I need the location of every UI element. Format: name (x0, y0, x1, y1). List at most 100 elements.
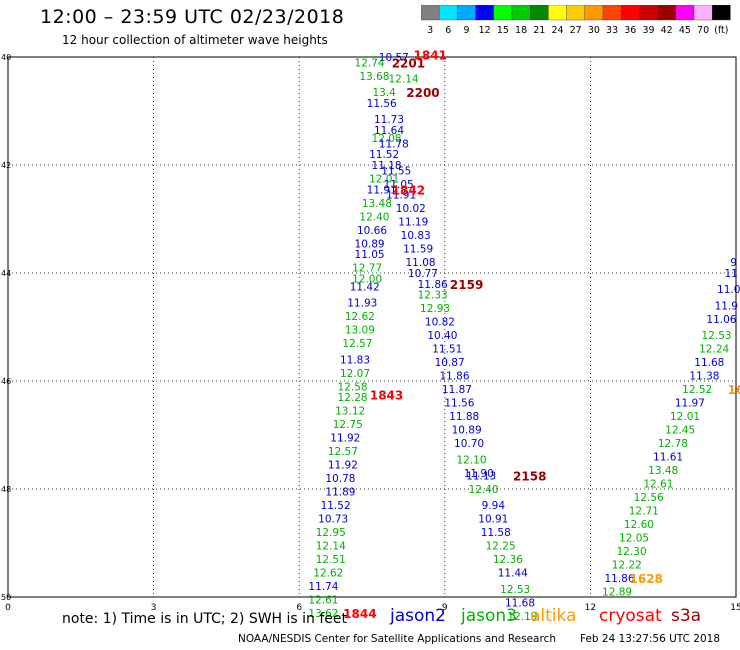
swh-reading: 11.68 (694, 357, 724, 369)
pass-time-label: 2159 (450, 278, 483, 292)
scale-label: 24 (551, 25, 563, 36)
legend-jason3: jason3 (461, 606, 517, 626)
swh-reading: 11.42 (350, 282, 380, 294)
swh-reading: 10.89 (452, 425, 482, 437)
swh-reading: 11.61 (653, 452, 683, 464)
swh-reading: 11.68 (505, 597, 535, 609)
swh-reading: 12.61 (308, 595, 338, 607)
scale-label: 45 (679, 25, 691, 36)
swh-reading: 12.57 (328, 446, 358, 458)
chart-title: 12:00 – 23:59 UTC 02/23/2018 (40, 6, 345, 28)
swh-reading: 12.40 (359, 211, 389, 223)
swh-reading: 11.86 (418, 279, 448, 291)
legend-jason2: jason2 (390, 606, 446, 626)
swh-reading: 11.86 (604, 573, 634, 585)
scale-swatch (712, 5, 731, 21)
swh-reading: 11.18 (372, 160, 402, 172)
swh-reading: 12.00 (352, 273, 382, 285)
swh-reading: 11.64 (374, 125, 404, 137)
swh-reading: 10.89 (355, 238, 385, 250)
swh-reading: 11.88 (449, 411, 479, 423)
y-tick-label: 50 (1, 593, 11, 602)
swh-reading: 13.09 (345, 325, 375, 337)
scale-label: 39 (642, 25, 654, 36)
scale-label: 30 (588, 25, 600, 36)
swh-reading: 12.56 (634, 492, 664, 504)
swh-reading: 10.83 (401, 230, 431, 242)
swh-reading: 12.28 (338, 392, 368, 404)
swh-reading: 10.87 (435, 357, 465, 369)
swh-reading: 12.62 (313, 568, 343, 580)
credit-line: NOAA/NESDIS Center for Satellite Applica… (238, 633, 556, 645)
swh-reading: 9 (730, 257, 737, 269)
scale-label: 6 (445, 25, 451, 36)
y-tick-label: 40 (1, 53, 11, 62)
legend-s3a: s3a (671, 606, 702, 626)
swh-reading: 12.93 (420, 303, 450, 315)
swh-reading: 11.56 (444, 398, 474, 410)
pass-time-label: 1844 (343, 607, 376, 621)
swh-reading: 11.56 (367, 98, 397, 110)
y-tick-label: 44 (1, 269, 11, 278)
swh-reading: 12.33 (418, 290, 448, 302)
swh-reading: 10.40 (427, 330, 457, 342)
swh-reading: 11.05 (384, 179, 414, 191)
scale-label: 18 (515, 25, 527, 36)
scale-label: 27 (570, 25, 582, 36)
swh-reading: 11.52 (369, 149, 399, 161)
swh-reading: 10.02 (396, 203, 426, 215)
swh-reading: 12.05 (619, 533, 649, 545)
x-tick-label: 12 (585, 603, 596, 613)
swh-reading: 11.92 (330, 433, 360, 445)
swh-reading: 11.51 (432, 344, 462, 356)
swh-reading: 12.77 (352, 263, 382, 275)
scale-label: 36 (624, 25, 636, 36)
swh-reading: 10.91 (478, 514, 508, 526)
color-scale-legend: 3 6 9 12 15 18 21 24 27 30 33 36 39 42 45 70 (ft) (421, 5, 731, 36)
swh-reading: 11.90 (464, 468, 494, 480)
swh-reading: 12.45 (665, 425, 695, 437)
swh-reading: 11.19 (398, 217, 428, 229)
swh-reading: 11.52 (321, 500, 351, 512)
swh-reading: 12.19 (507, 611, 537, 623)
swh-reading: 12.25 (486, 541, 516, 553)
swh-reading: 11.89 (325, 487, 355, 499)
swh-reading: 12.95 (316, 527, 346, 539)
swh-reading: 12.10 (456, 454, 486, 466)
swh-reading: 11.58 (481, 527, 511, 539)
swh-reading: 11.91 (386, 190, 416, 202)
swh-reading: 12.07 (340, 368, 370, 380)
swh-reading: 11.97 (675, 398, 705, 410)
swh-reading: 10.66 (357, 225, 387, 237)
swh-reading: 12.75 (333, 419, 363, 431)
swh-reading: 10.73 (318, 514, 348, 526)
swh-reading: 12.71 (629, 506, 659, 518)
swh-reading: 13.4 (372, 87, 396, 99)
swh-reading: 11.91 (367, 184, 397, 196)
swh-reading: 12.51 (316, 554, 346, 566)
scale-label: 12 (479, 25, 491, 36)
pass-time-label: 2158 (513, 470, 546, 484)
swh-reading: 12.36 (493, 554, 523, 566)
legend-cryosat: cryosat (599, 606, 662, 626)
pass-time-label: 1842 (392, 183, 425, 197)
swh-reading: 11 (724, 268, 737, 280)
x-tick-label: 15 (730, 603, 740, 613)
swh-reading: 10.57 (379, 52, 409, 64)
swh-reading: 12.61 (643, 479, 673, 491)
swh-reading: 13.62 (308, 608, 338, 620)
pass-time-label: 1628 (630, 572, 663, 586)
swh-reading: 11.93 (347, 298, 377, 310)
swh-reading: 12.57 (342, 338, 372, 350)
swh-reading: 11.13 (466, 471, 496, 483)
swh-reading: 12.53 (500, 584, 530, 596)
pass-time-label: 2201 (392, 56, 425, 70)
pass-time-label: 1841 (414, 48, 447, 62)
swh-reading: 12.01 (670, 411, 700, 423)
swh-reading: 11.74 (308, 581, 338, 593)
pass-time-label: 1843 (370, 389, 403, 403)
swh-reading: 11.73 (374, 114, 404, 126)
scale-label: 3 (427, 25, 433, 36)
y-tick-label: 48 (1, 485, 11, 494)
swh-reading: 10.77 (408, 268, 438, 280)
